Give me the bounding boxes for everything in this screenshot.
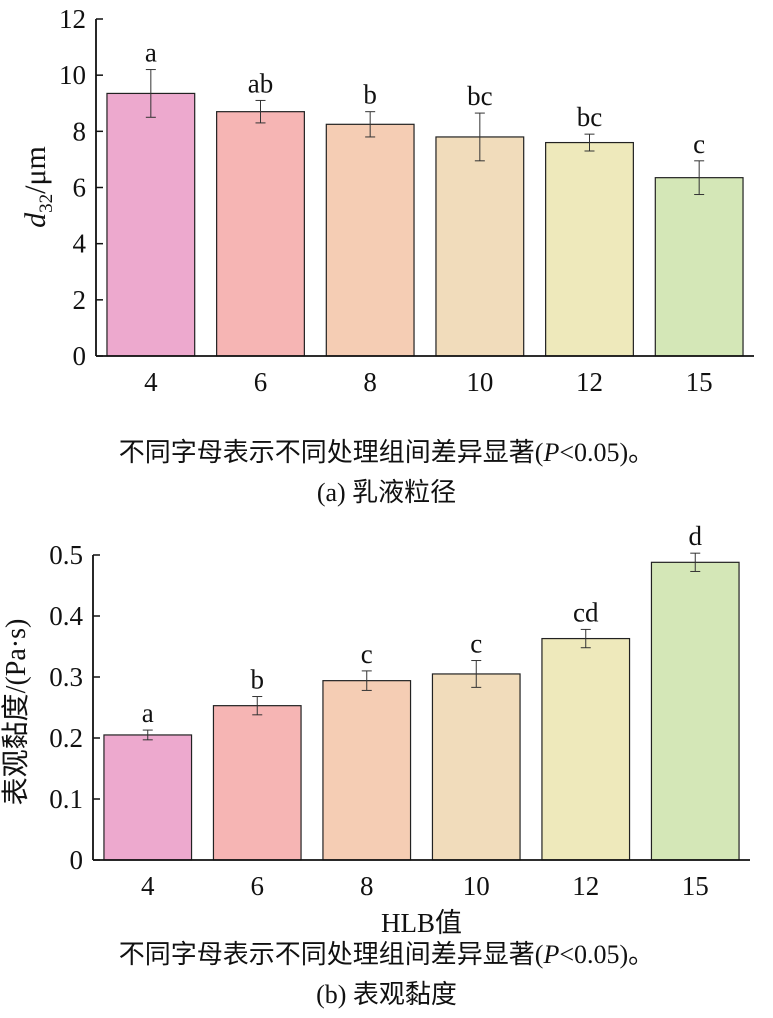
significance-note-b: 不同字母表示不同处理组间差异显著(P<0.05)。 xyxy=(118,940,655,969)
bar xyxy=(322,680,412,861)
bar xyxy=(106,92,196,357)
y-tick-label: 4 xyxy=(73,229,87,259)
caption-b: (b) 表观黏度 xyxy=(316,980,457,1009)
y-tick-label: 8 xyxy=(73,116,87,146)
x-tick-label: 15 xyxy=(682,871,709,901)
y-tick-label: 6 xyxy=(73,173,87,203)
significance-letter: bc xyxy=(577,102,603,132)
particle-size-chart: 024681012a4ab6b8bc10bc12c15HLB值d32/μm xyxy=(19,4,754,397)
significance-letter: a xyxy=(142,698,154,728)
significance-note-a: 不同字母表示不同处理组间差异显著(P<0.05)。 xyxy=(118,438,655,467)
x-tick-label: 8 xyxy=(363,367,377,397)
bar xyxy=(216,111,305,357)
significance-letter: d xyxy=(689,521,703,551)
y-tick-label: 10 xyxy=(59,60,86,90)
bar xyxy=(431,673,521,861)
bar xyxy=(435,136,525,357)
y-tick-label: 0.1 xyxy=(49,784,83,814)
significance-letter: c xyxy=(693,129,705,159)
x-tick-label: 6 xyxy=(251,871,265,901)
y-tick-label: 0.3 xyxy=(49,662,83,692)
y-axis-title-symbol: d xyxy=(19,212,52,228)
bar xyxy=(212,705,302,861)
y-tick-label: 2 xyxy=(73,285,87,315)
bar xyxy=(103,734,193,861)
y-tick-label: 0.4 xyxy=(49,601,83,631)
viscosity-chart: 0 0.1 0.2 0.3 0.4 0.5 a 4 b 6 c 8 c 10 cd 12 d 15 HLB值 表观黏度… xyxy=(0,521,750,938)
significance-letter: c xyxy=(470,629,482,659)
x-tick-label: 6 xyxy=(254,367,268,397)
y-tick-label: 0.2 xyxy=(49,723,83,753)
x-tick-label: 12 xyxy=(572,871,599,901)
y-tick-label: 0.5 xyxy=(49,540,83,570)
bar xyxy=(650,561,740,861)
y-axis-title: d32/μm xyxy=(19,146,57,228)
x-tick-label: 4 xyxy=(144,367,158,397)
y-axis-title-subscript: 32 xyxy=(36,194,57,213)
y-axis-title-unit: /μm xyxy=(19,146,52,194)
x-tick-label: 4 xyxy=(141,871,155,901)
bar xyxy=(654,177,744,357)
y-tick-label: 12 xyxy=(59,4,86,34)
x-tick-label: 12 xyxy=(576,367,603,397)
x-axis-title: HLB值 xyxy=(381,908,462,938)
significance-letter: bc xyxy=(467,81,493,111)
bar xyxy=(325,123,415,357)
significance-letter: a xyxy=(145,38,157,68)
significance-letter: c xyxy=(361,639,373,669)
x-tick-label: 10 xyxy=(463,871,490,901)
y-axis-title: 表观黏度/(Pa·s) xyxy=(0,619,32,806)
significance-letter: ab xyxy=(248,68,273,98)
significance-letter: b xyxy=(363,80,377,110)
caption-a: (a) 乳液粒径 xyxy=(316,478,457,507)
significance-letter: b xyxy=(251,665,265,695)
y-tick-label: 0 xyxy=(73,341,87,371)
x-tick-label: 8 xyxy=(360,871,374,901)
y-tick-label: 0 xyxy=(70,845,84,875)
bar xyxy=(545,141,634,357)
x-tick-label: 15 xyxy=(686,367,713,397)
significance-letter: cd xyxy=(573,597,599,627)
x-tick-label: 10 xyxy=(466,367,493,397)
bar xyxy=(541,637,631,861)
